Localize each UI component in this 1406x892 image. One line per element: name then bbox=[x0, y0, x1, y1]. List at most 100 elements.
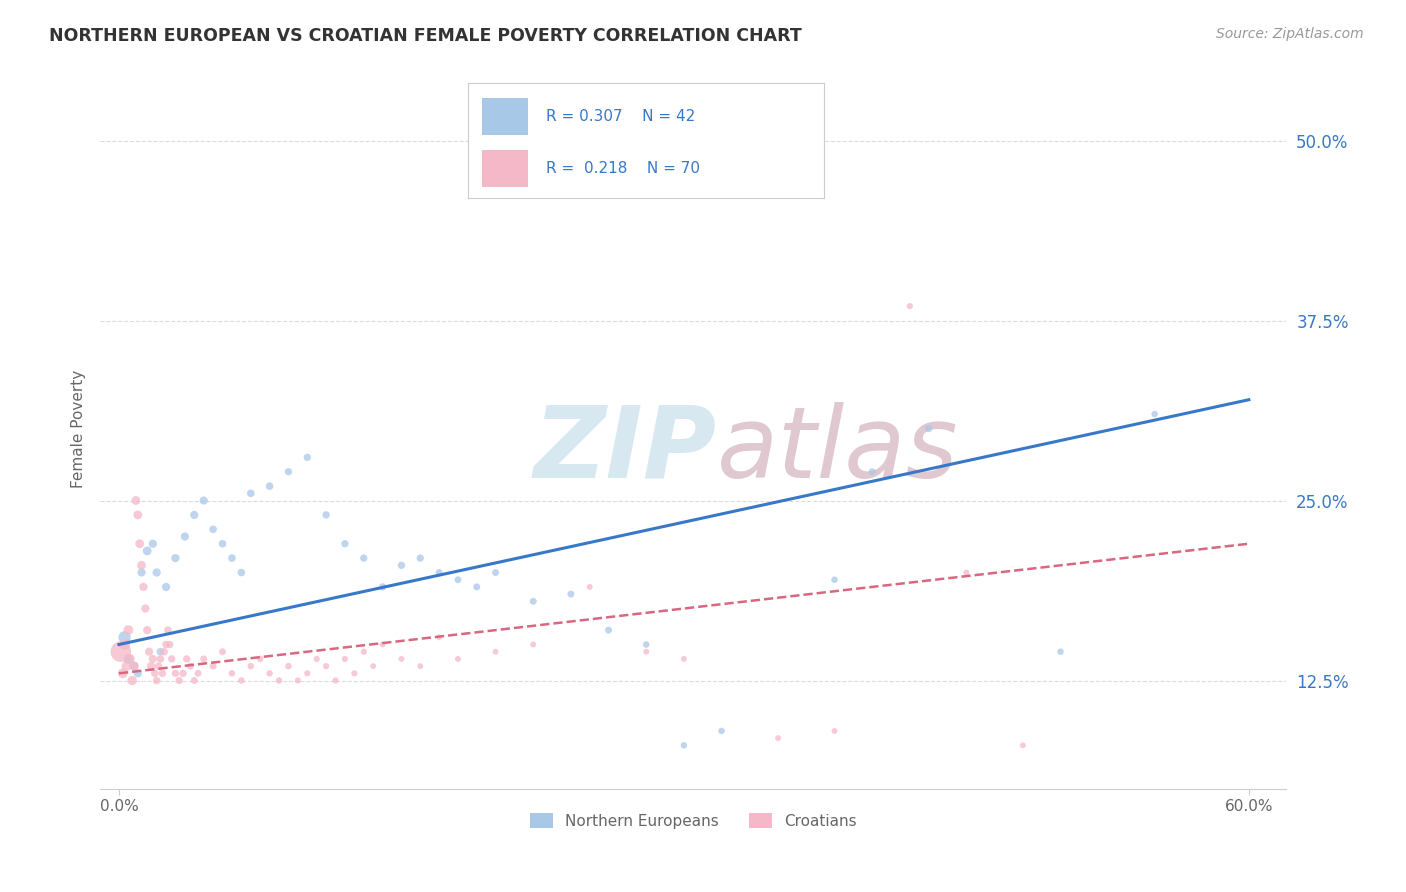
Point bbox=[155, 638, 177, 652]
Point bbox=[165, 551, 187, 566]
Point bbox=[114, 630, 136, 644]
Point bbox=[447, 573, 470, 587]
Point bbox=[824, 723, 846, 738]
Point bbox=[297, 450, 319, 465]
Point bbox=[391, 558, 413, 573]
Point bbox=[391, 652, 413, 666]
Point bbox=[333, 537, 356, 551]
Point bbox=[325, 673, 347, 688]
Point bbox=[173, 529, 195, 543]
Text: atlas: atlas bbox=[717, 401, 959, 499]
Point bbox=[131, 566, 153, 580]
Point bbox=[918, 421, 941, 435]
Point bbox=[211, 537, 233, 551]
Point bbox=[110, 645, 132, 659]
Point bbox=[136, 544, 159, 558]
Point bbox=[202, 659, 225, 673]
Point bbox=[115, 659, 138, 673]
Point bbox=[371, 638, 394, 652]
Point bbox=[277, 465, 299, 479]
Point bbox=[145, 566, 167, 580]
Point bbox=[117, 623, 139, 637]
Point bbox=[153, 645, 176, 659]
Point bbox=[239, 486, 262, 500]
Point bbox=[305, 652, 328, 666]
Point bbox=[427, 630, 450, 644]
Point bbox=[221, 666, 243, 681]
Point bbox=[1049, 645, 1071, 659]
Point bbox=[193, 652, 215, 666]
Point bbox=[125, 493, 148, 508]
Point bbox=[259, 479, 281, 493]
Point bbox=[1143, 407, 1166, 421]
Point bbox=[465, 580, 488, 594]
Point bbox=[211, 645, 233, 659]
Point bbox=[172, 666, 194, 681]
Y-axis label: Female Poverty: Female Poverty bbox=[72, 369, 86, 488]
Point bbox=[522, 594, 544, 608]
Point bbox=[165, 666, 187, 681]
Point bbox=[824, 573, 846, 587]
Legend: Northern Europeans, Croatians: Northern Europeans, Croatians bbox=[523, 806, 863, 835]
Point bbox=[409, 551, 432, 566]
Text: ZIP: ZIP bbox=[534, 401, 717, 499]
Point bbox=[187, 666, 209, 681]
Point bbox=[636, 638, 658, 652]
Point bbox=[167, 673, 190, 688]
Point bbox=[239, 659, 262, 673]
Point bbox=[522, 638, 544, 652]
Point bbox=[297, 666, 319, 681]
Point bbox=[409, 659, 432, 673]
Point bbox=[183, 508, 205, 522]
Point bbox=[898, 299, 921, 313]
Point bbox=[117, 652, 139, 666]
Point bbox=[128, 537, 150, 551]
Text: Source: ZipAtlas.com: Source: ZipAtlas.com bbox=[1216, 27, 1364, 41]
Point bbox=[221, 551, 243, 566]
Point bbox=[193, 493, 215, 508]
Point bbox=[560, 587, 582, 601]
Point bbox=[955, 566, 977, 580]
Point bbox=[180, 659, 202, 673]
Point bbox=[672, 652, 695, 666]
Point bbox=[766, 731, 789, 745]
Point bbox=[143, 666, 166, 681]
Point bbox=[231, 566, 253, 580]
Point bbox=[121, 673, 143, 688]
Point bbox=[315, 659, 337, 673]
Point bbox=[159, 638, 181, 652]
Point bbox=[136, 623, 159, 637]
Point bbox=[710, 723, 733, 738]
Point bbox=[484, 566, 506, 580]
Point bbox=[353, 551, 375, 566]
Point bbox=[160, 652, 183, 666]
Point bbox=[427, 566, 450, 580]
Point bbox=[287, 673, 309, 688]
Point bbox=[277, 659, 299, 673]
Point bbox=[249, 652, 271, 666]
Point bbox=[183, 673, 205, 688]
Point bbox=[132, 580, 155, 594]
Point bbox=[114, 638, 136, 652]
Point bbox=[343, 666, 366, 681]
Point bbox=[371, 580, 394, 594]
Point bbox=[578, 580, 600, 594]
Point bbox=[150, 666, 173, 681]
Point bbox=[1011, 739, 1033, 753]
Point bbox=[134, 601, 156, 615]
Point bbox=[131, 558, 153, 573]
Point bbox=[598, 623, 620, 637]
Point bbox=[860, 465, 883, 479]
Text: NORTHERN EUROPEAN VS CROATIAN FEMALE POVERTY CORRELATION CHART: NORTHERN EUROPEAN VS CROATIAN FEMALE POV… bbox=[49, 27, 801, 45]
Point bbox=[149, 652, 172, 666]
Point bbox=[636, 645, 658, 659]
Point bbox=[149, 645, 172, 659]
Point bbox=[142, 652, 165, 666]
Point bbox=[111, 666, 134, 681]
Point bbox=[231, 673, 253, 688]
Point bbox=[361, 659, 384, 673]
Point bbox=[155, 580, 177, 594]
Point bbox=[127, 666, 149, 681]
Point bbox=[176, 652, 198, 666]
Point bbox=[267, 673, 290, 688]
